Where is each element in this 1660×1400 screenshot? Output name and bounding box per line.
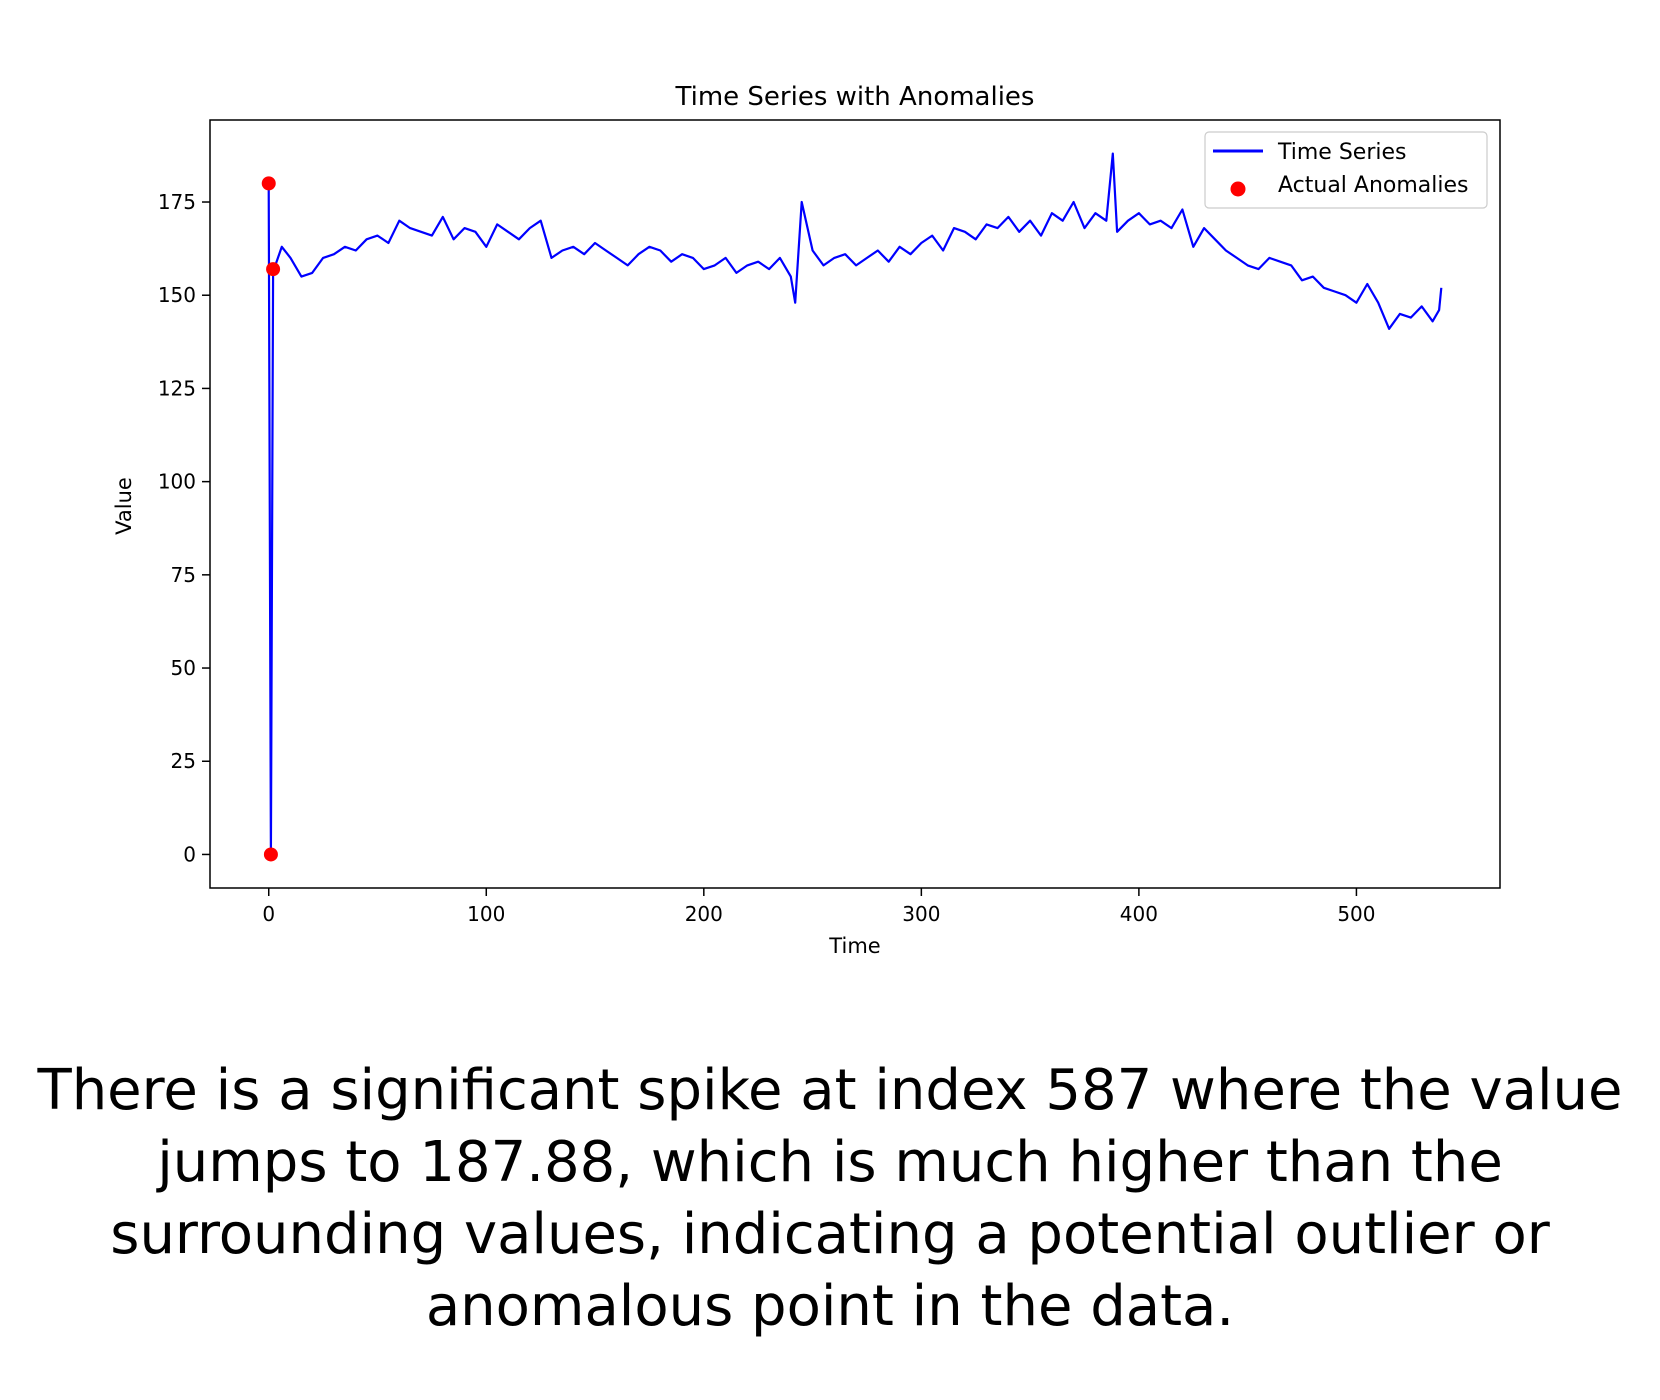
x-tick-label: 300 bbox=[902, 902, 940, 926]
y-tick-label: 75 bbox=[171, 563, 196, 587]
chart-title: Time Series with Anomalies bbox=[675, 82, 1035, 112]
caption-text: There is a significant spike at index 58… bbox=[37, 1058, 1623, 1339]
x-tick-label: 200 bbox=[685, 902, 723, 926]
plot-frame bbox=[209, 119, 1501, 889]
y-tick-label: 0 bbox=[183, 842, 196, 866]
x-axis-label: Time bbox=[828, 934, 880, 958]
chart: Time Series with Anomalies 0 25 50 75 100 125… bbox=[112, 82, 1501, 958]
y-tick-label: 50 bbox=[171, 656, 196, 680]
legend: Time Series Actual Anomalies bbox=[1204, 131, 1488, 209]
plot-content bbox=[261, 152, 1443, 862]
y-tick-label: 100 bbox=[158, 470, 196, 494]
x-tick-label: 0 bbox=[262, 902, 275, 926]
y-tick-label: 25 bbox=[171, 749, 196, 773]
y-tick-label: 125 bbox=[158, 376, 196, 400]
legend-box bbox=[1204, 131, 1488, 209]
y-axis-label: Value bbox=[112, 477, 136, 535]
x-tick-label: 100 bbox=[467, 902, 505, 926]
x-axis-ticks: 0 100 200 300 400 500 bbox=[262, 888, 1376, 926]
y-tick-label: 150 bbox=[158, 283, 196, 307]
anomaly-point bbox=[266, 262, 281, 277]
legend-dot-swatch bbox=[1230, 181, 1246, 197]
anomaly-point bbox=[261, 176, 276, 191]
y-tick-label: 175 bbox=[158, 190, 196, 214]
y-axis-ticks: 0 25 50 75 100 125 150 175 bbox=[158, 190, 210, 866]
x-tick-label: 500 bbox=[1337, 902, 1375, 926]
x-tick-label: 400 bbox=[1120, 902, 1158, 926]
legend-label-actual-anomalies: Actual Anomalies bbox=[1278, 173, 1469, 198]
legend-label-time-series: Time Series bbox=[1277, 140, 1407, 165]
series-line-time-series bbox=[267, 152, 1443, 856]
anomaly-point bbox=[263, 847, 278, 862]
